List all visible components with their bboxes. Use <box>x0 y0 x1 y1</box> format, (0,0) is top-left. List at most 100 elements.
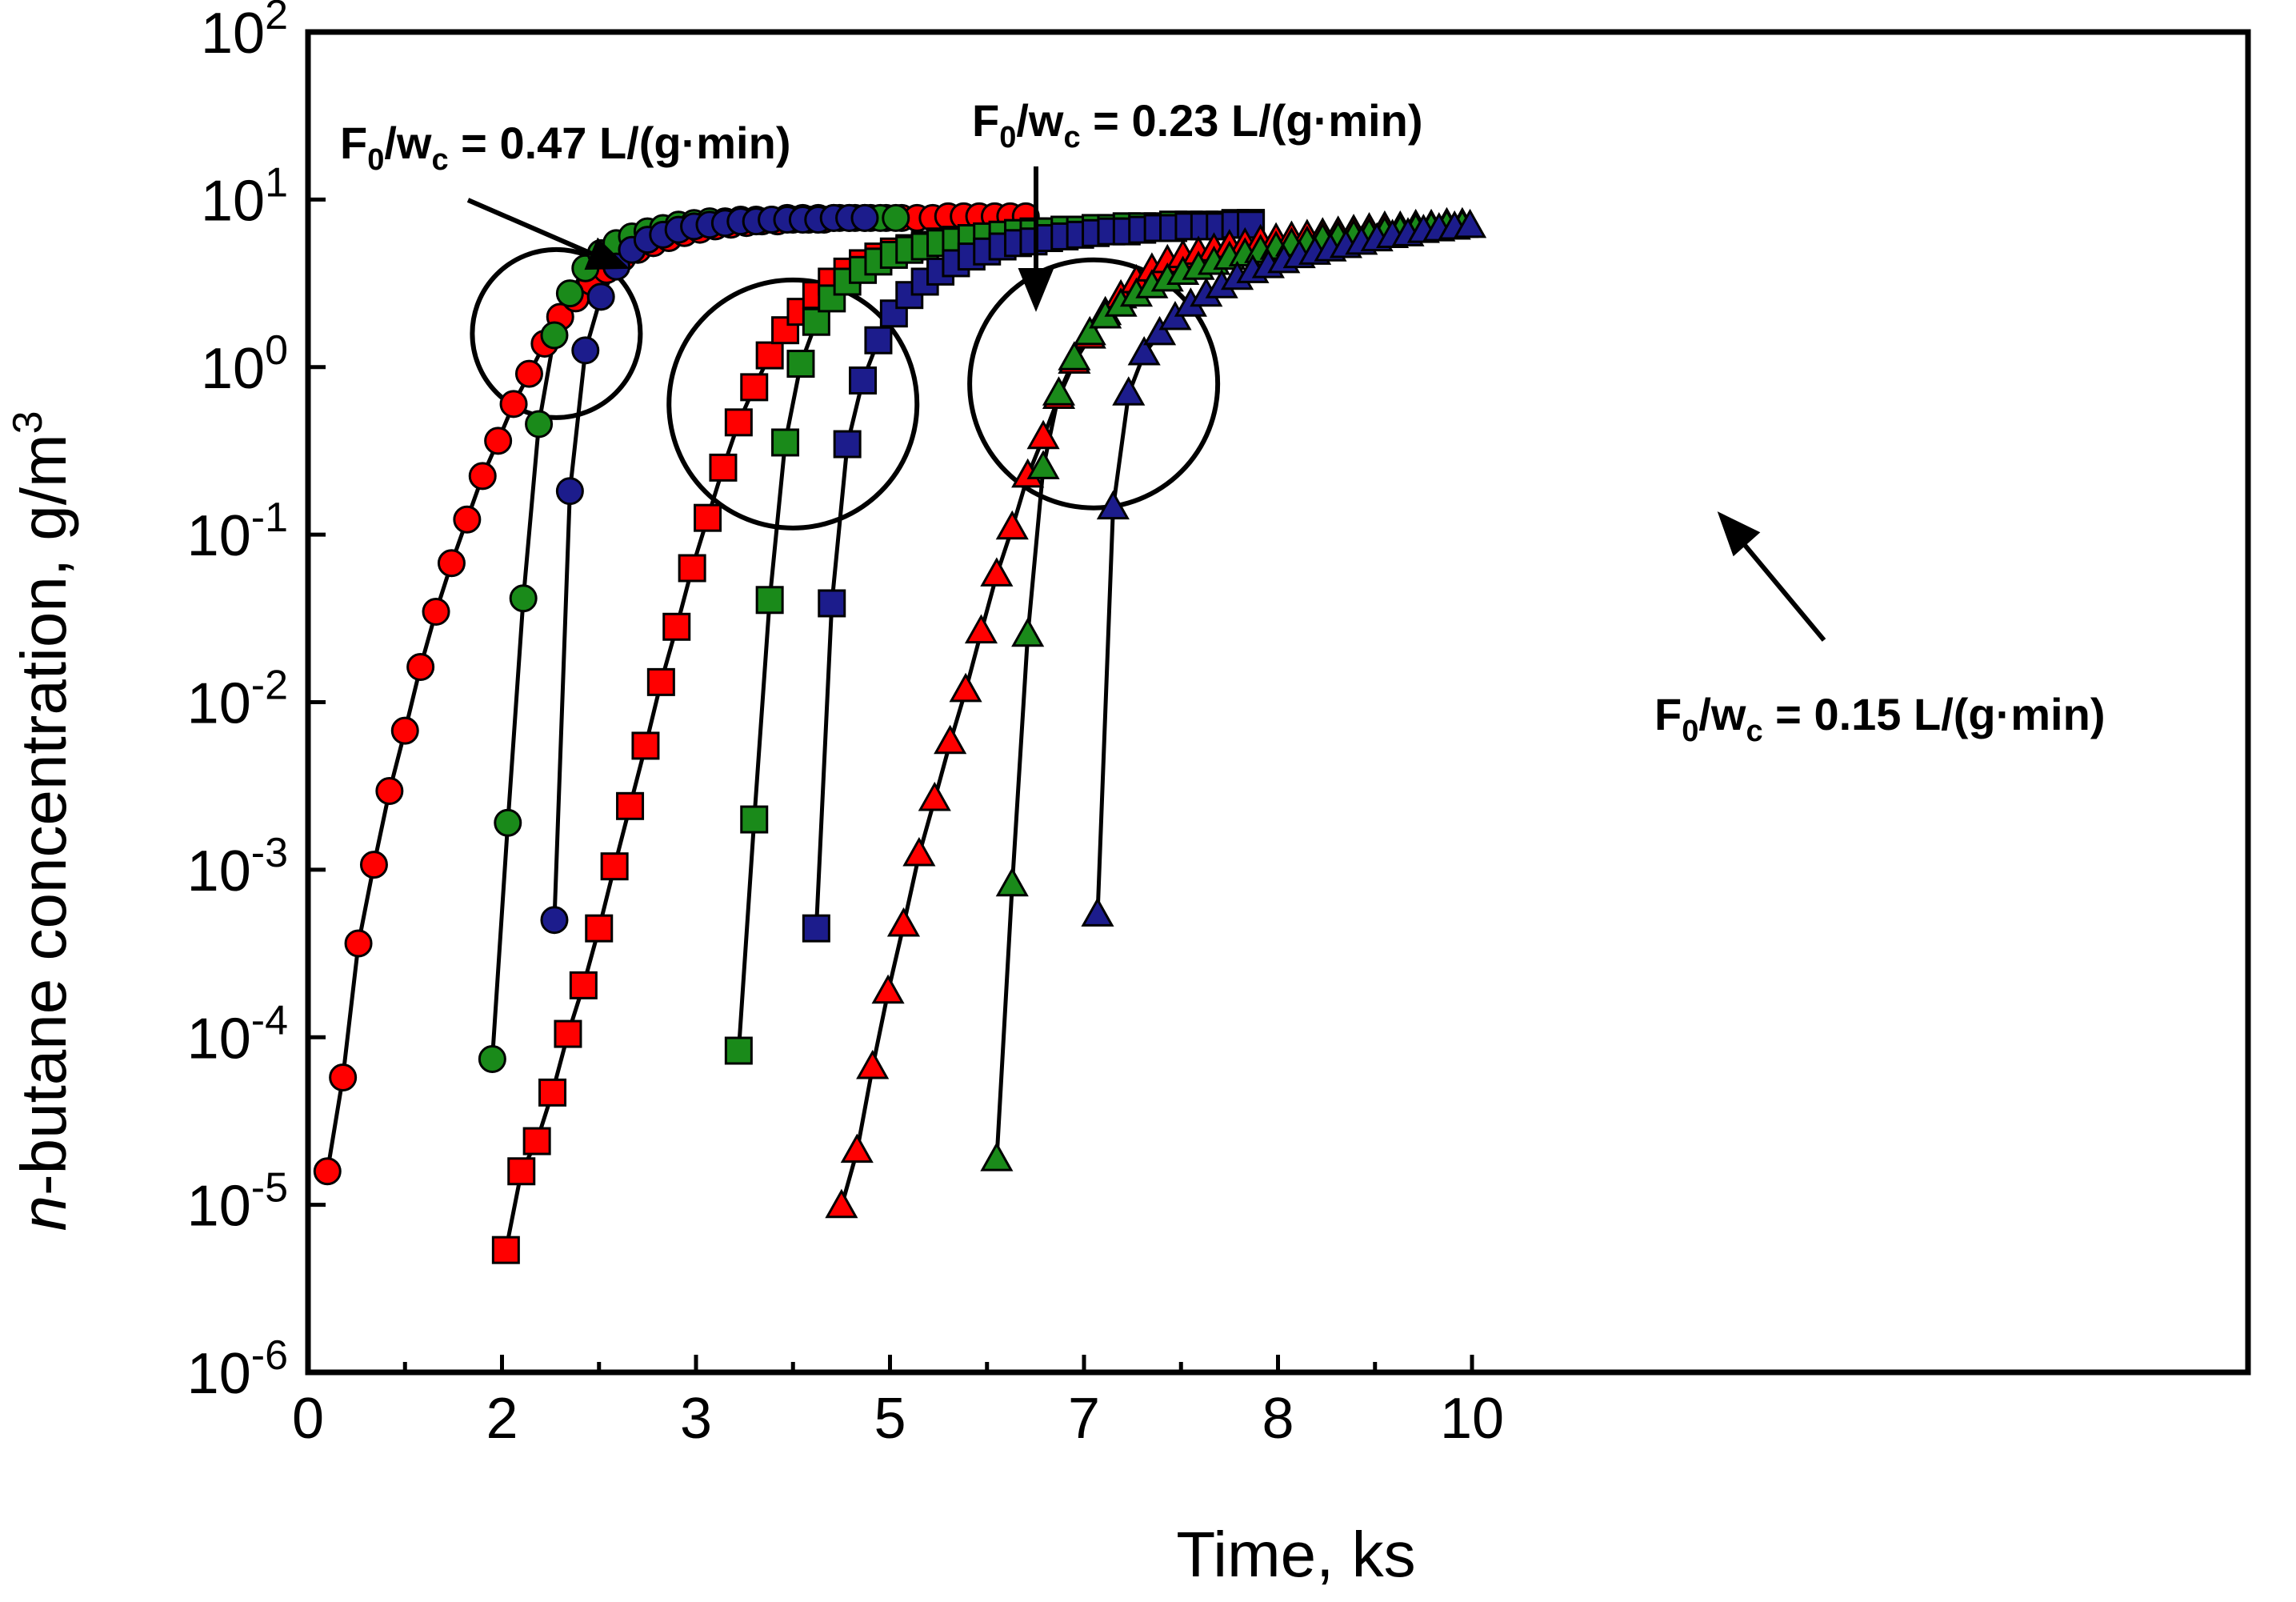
x-tick-label: 7 <box>1068 1387 1100 1451</box>
data-point <box>1042 376 1076 406</box>
highlight-circles <box>470 246 1221 531</box>
series-markers <box>313 202 1487 1264</box>
data-point <box>882 203 910 232</box>
data-point <box>406 653 435 682</box>
data-point <box>631 731 660 760</box>
highlight-circle <box>470 246 643 420</box>
data-point <box>646 667 675 696</box>
x-axis-title: Time, ks <box>1176 1519 1415 1590</box>
data-point <box>886 907 921 937</box>
data-point <box>1026 450 1060 479</box>
data-point <box>964 614 998 644</box>
data-point <box>571 336 600 365</box>
tick-marks <box>306 30 1474 1375</box>
data-point <box>509 584 538 613</box>
data-point <box>802 914 830 943</box>
data-point <box>453 505 482 534</box>
y-tick-label: 101 <box>201 159 288 233</box>
data-point <box>375 776 404 805</box>
y-tick-label: 10-6 <box>187 1332 288 1406</box>
data-point <box>995 867 1029 897</box>
annotation-023: F0/wc = 0.23 L/(g·min) <box>972 95 1422 154</box>
data-point <box>1011 617 1045 647</box>
data-point <box>724 1036 753 1065</box>
data-point <box>840 1133 874 1163</box>
data-point <box>849 366 878 394</box>
data-point <box>833 430 862 459</box>
data-point <box>555 279 584 308</box>
data-point <box>786 350 815 378</box>
data-point <box>1112 376 1146 406</box>
arrow-047-head <box>584 237 630 270</box>
data-point <box>724 408 753 437</box>
data-point <box>1073 315 1106 346</box>
data-point <box>437 549 466 578</box>
data-point <box>525 410 554 439</box>
annotation-arrows <box>466 166 1826 642</box>
data-point <box>949 672 982 703</box>
data-point <box>555 477 584 506</box>
data-point <box>771 428 800 457</box>
data-point <box>755 341 784 370</box>
data-point <box>980 1142 1014 1171</box>
data-point <box>678 554 706 583</box>
annotation-047: F0/wc = 0.47 L/(g·min) <box>340 118 790 177</box>
data-point <box>1454 208 1487 238</box>
arrow-015 <box>1742 543 1826 642</box>
data-point <box>514 359 543 388</box>
data-point <box>554 1019 582 1048</box>
data-point <box>902 836 936 867</box>
data-point <box>522 1127 551 1155</box>
data-point <box>313 1157 342 1186</box>
x-tick-label: 3 <box>680 1387 712 1451</box>
data-point <box>856 1049 890 1079</box>
data-point <box>507 1157 536 1186</box>
data-point <box>1096 490 1130 520</box>
data-point <box>864 326 893 354</box>
arrow-047 <box>466 198 595 257</box>
data-point <box>918 781 951 811</box>
data-point <box>569 971 598 999</box>
data-point <box>478 1044 506 1073</box>
data-point <box>540 321 569 350</box>
data-point <box>538 1078 567 1107</box>
data-point <box>818 284 846 313</box>
data-point <box>850 203 879 232</box>
y-tick-labels: 102 101 100 10-1 10-2 10-3 10-4 10-5 10-6 <box>187 0 288 1406</box>
highlight-circle <box>666 277 920 531</box>
data-point <box>586 282 615 311</box>
arrow-023-head <box>1018 268 1054 312</box>
data-point <box>468 462 497 491</box>
data-point <box>871 974 905 1004</box>
x-tick-labels: 0 2 3 5 7 8 10 <box>292 1387 1504 1451</box>
data-point <box>329 1063 358 1091</box>
series-line <box>839 222 1462 1208</box>
data-point <box>818 589 846 618</box>
data-point <box>499 390 528 419</box>
data-point <box>740 805 769 834</box>
y-tick-label: 100 <box>201 327 288 401</box>
data-point <box>1127 335 1161 366</box>
y-tick-label: 10-5 <box>187 1165 288 1239</box>
x-tick-label: 5 <box>874 1387 906 1451</box>
x-tick-label: 8 <box>1262 1387 1294 1451</box>
data-point <box>344 929 373 958</box>
data-point <box>1143 315 1177 346</box>
data-point <box>662 612 691 641</box>
data-point <box>1058 341 1091 370</box>
y-tick-label: 102 <box>201 0 288 66</box>
x-tick-label: 2 <box>486 1387 518 1451</box>
data-point <box>616 791 645 820</box>
data-point <box>600 852 629 881</box>
data-point <box>694 503 722 532</box>
series-lines <box>325 214 1470 1251</box>
x-tick-label: 0 <box>292 1387 324 1451</box>
data-point <box>494 808 522 837</box>
data-point <box>484 427 513 455</box>
data-point <box>980 557 1014 587</box>
annotation-015: F0/wc = 0.15 L/(g·min) <box>1654 689 2105 748</box>
series-line <box>503 221 1251 1251</box>
data-point <box>540 906 569 935</box>
data-point <box>740 373 769 402</box>
data-point <box>1081 897 1114 927</box>
